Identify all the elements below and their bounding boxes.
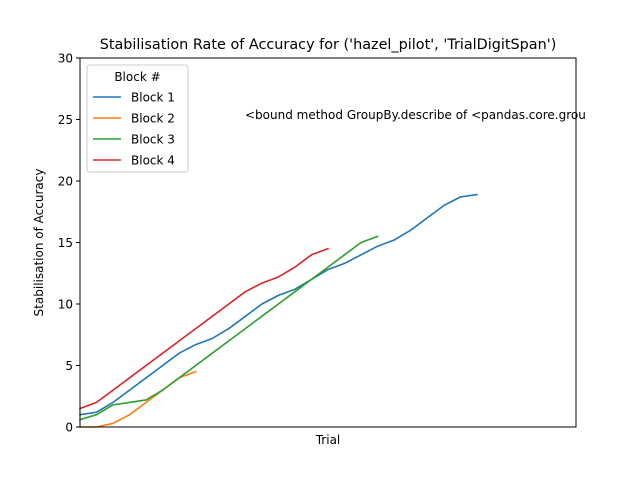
y-axis-label: Stabilisation of Accuracy	[32, 169, 46, 317]
y-tick-label: 10	[58, 298, 73, 312]
legend-box	[86, 64, 189, 173]
y-tick-label: 0	[65, 421, 73, 435]
y-tick-label: 20	[58, 175, 73, 189]
legend-entry-label: Block 1	[131, 91, 175, 105]
y-tick-label: 5	[65, 359, 73, 373]
series-line-block-3	[79, 235, 379, 421]
legend-entry-label: Block 2	[131, 112, 175, 126]
y-tick-label: 30	[58, 52, 73, 66]
legend-entry-label: Block 3	[131, 133, 175, 147]
y-tick-label: 15	[58, 236, 73, 250]
y-axis-ticks: 0 5 10 15 20 25 30	[58, 52, 80, 435]
legend-items: Block 1 Block 2 Block 3 Block 4	[93, 91, 175, 168]
axes-frame	[79, 57, 577, 428]
chart-annotation: <bound method GroupBy.describe of <panda…	[245, 108, 586, 122]
chart-title: Stabilisation Rate of Accuracy for ('haz…	[100, 37, 557, 53]
legend-title: Block #	[114, 70, 160, 84]
series-line-block-4	[78, 247, 330, 410]
legend: Block # Block 1 Block 2 Block 3 Block 4	[86, 64, 189, 173]
series-line-block-1	[79, 193, 478, 416]
series-layer	[78, 193, 478, 428]
y-tick-label: 25	[58, 113, 73, 127]
legend-entry-label: Block 4	[131, 154, 175, 168]
x-axis-label: Trial	[315, 433, 341, 447]
